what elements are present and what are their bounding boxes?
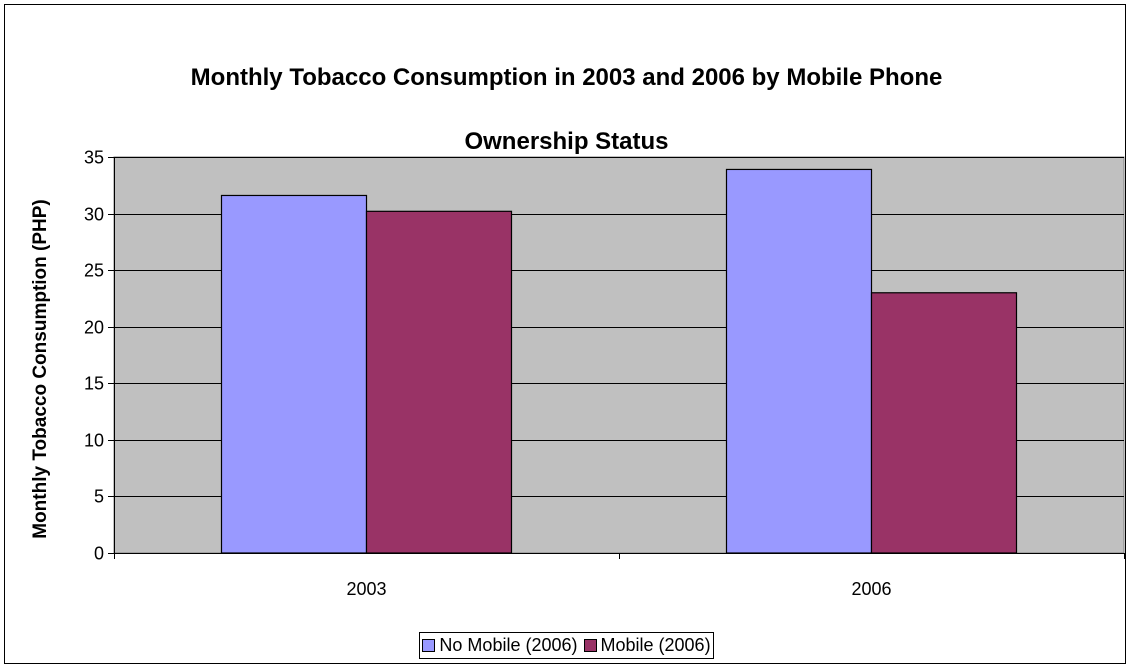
bar bbox=[365, 210, 513, 554]
legend-label-mobile: Mobile (2006) bbox=[600, 635, 711, 655]
y-tick-label: 15 bbox=[84, 374, 104, 394]
bar bbox=[870, 292, 1018, 554]
bar bbox=[220, 194, 368, 554]
legend-label-no-mobile: No Mobile (2006) bbox=[439, 635, 578, 655]
y-tick-label: 30 bbox=[84, 205, 104, 225]
legend-swatch-no-mobile bbox=[422, 639, 436, 652]
y-axis-ticks: 0 5 10 15 20 25 30 35 bbox=[84, 148, 114, 564]
y-tick-label: 35 bbox=[84, 148, 104, 168]
bar bbox=[725, 168, 873, 554]
y-tick-label: 10 bbox=[84, 431, 104, 451]
bars bbox=[220, 168, 1018, 554]
chart-title-line-1: Monthly Tobacco Consumption in 2003 and … bbox=[190, 64, 943, 91]
y-tick-label: 25 bbox=[84, 261, 104, 281]
x-tick-label: 2003 bbox=[346, 579, 386, 599]
legend-item-mobile: Mobile (2006) bbox=[583, 635, 711, 656]
y-axis-title: Monthly Tobacco Consumption (PHP) bbox=[30, 199, 51, 539]
legend: No Mobile (2006) Mobile (2006) bbox=[419, 632, 714, 659]
y-tick-label: 20 bbox=[84, 318, 104, 338]
x-tick-label: 2006 bbox=[851, 579, 891, 599]
y-tick-label: 5 bbox=[94, 487, 104, 507]
chart-title-line-2: Ownership Status bbox=[464, 128, 669, 155]
y-tick-label: 0 bbox=[94, 544, 104, 564]
chart-title: Monthly Tobacco Consumption in 2003 and … bbox=[0, 30, 1133, 190]
x-axis-ticks: 2003 2006 bbox=[114, 553, 1125, 599]
legend-item-no-mobile: No Mobile (2006) bbox=[422, 635, 578, 656]
legend-swatch-mobile bbox=[583, 639, 597, 652]
